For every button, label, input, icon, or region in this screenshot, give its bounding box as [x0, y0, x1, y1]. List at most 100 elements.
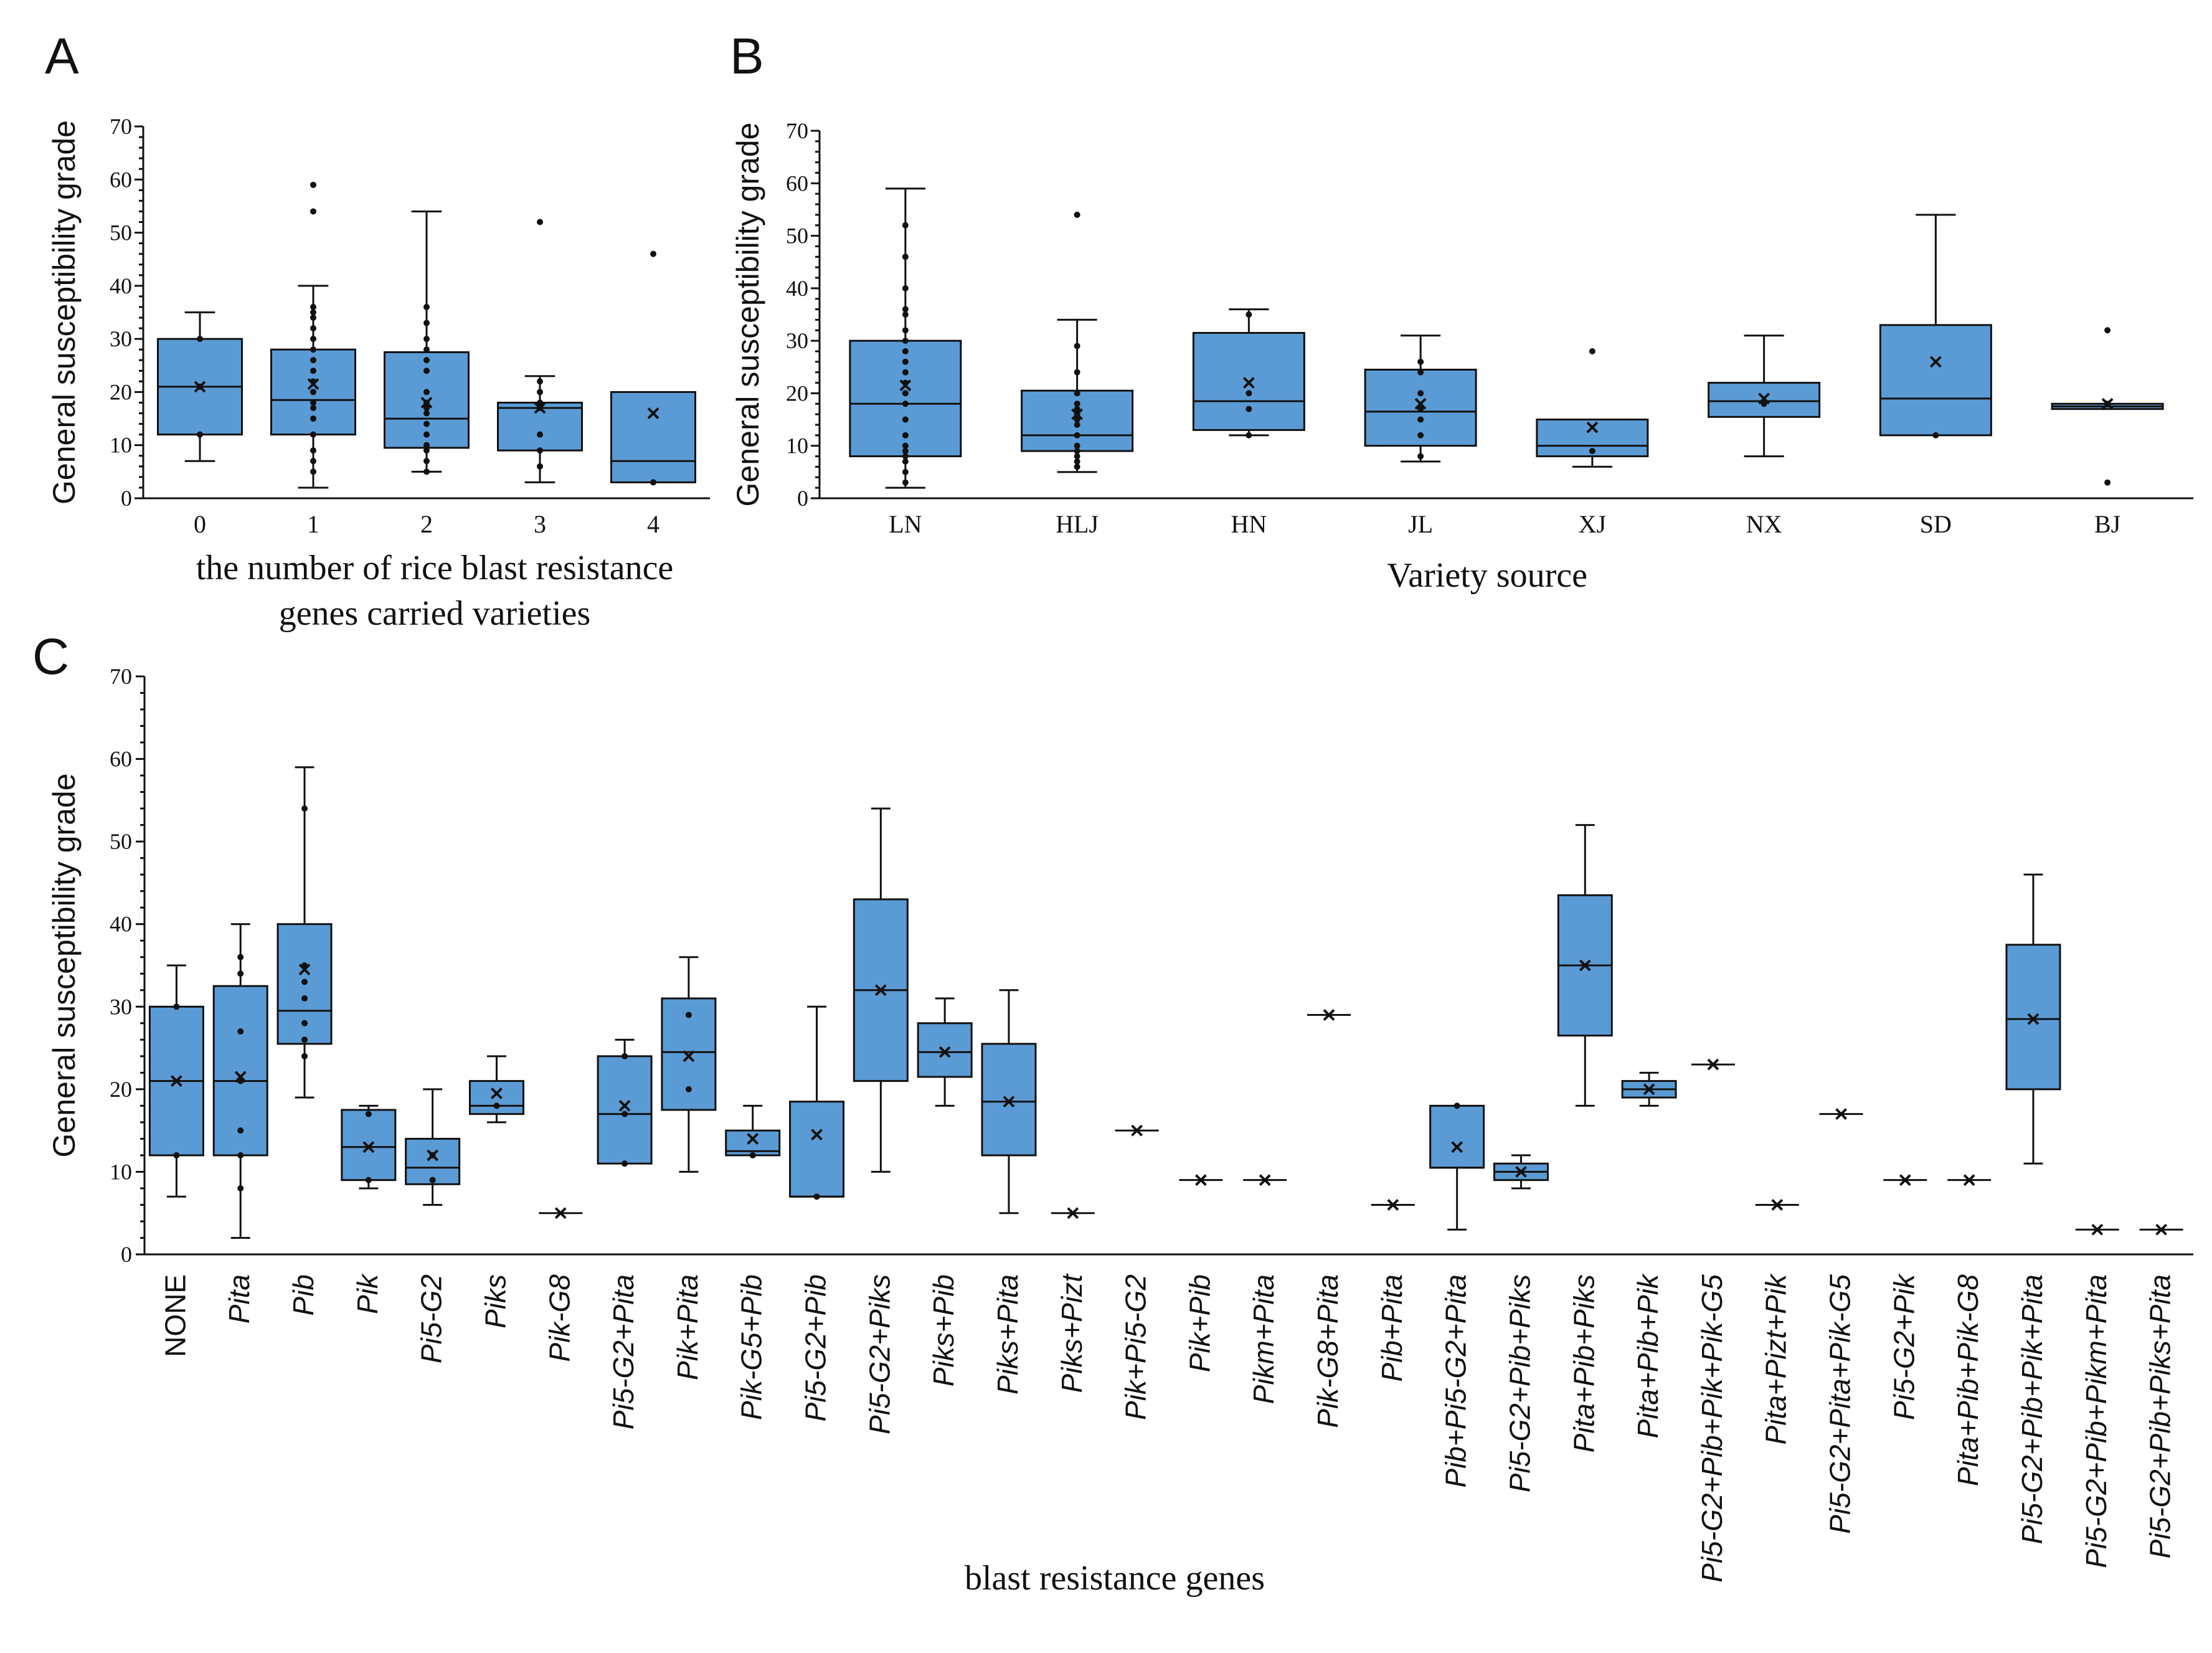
mean-marker: [1929, 356, 1942, 368]
data-point: [537, 463, 543, 470]
x-category-label: Pik+Pib: [1183, 1274, 1216, 1372]
data-point: [365, 1111, 372, 1117]
mean-marker-stroke: [1586, 421, 1599, 433]
data-point: [1074, 453, 1080, 460]
data-point: [237, 970, 244, 977]
y-tick-label: 50: [110, 220, 132, 245]
data-point: [1074, 432, 1080, 438]
data-point: [423, 431, 430, 438]
x-category-label: Pik-G5+Pib: [735, 1274, 768, 1420]
data-point: [1074, 458, 1080, 465]
mean-marker-stroke: [1194, 1174, 1207, 1186]
x-category-label: Pi5-G2+Pik: [1888, 1273, 1920, 1420]
mean-marker: [1259, 1174, 1271, 1186]
box-pi5-g2-pik: [1883, 1174, 1927, 1186]
mean-marker: [747, 1132, 759, 1145]
x-category-label: 2: [420, 510, 433, 538]
x-category-label: SD: [1920, 510, 1952, 538]
panel-letter-a: A: [45, 28, 79, 85]
data-point: [423, 447, 430, 454]
y-tick-label: 50: [110, 829, 132, 854]
data-point: [310, 315, 316, 321]
box-pik-g5-pib: [725, 1104, 781, 1158]
mean-marker: [1707, 1058, 1719, 1071]
mean-marker: [534, 402, 546, 414]
x-category-label: Piks+Pita: [991, 1274, 1024, 1395]
data-point: [650, 479, 656, 486]
mean-marker: [1899, 1174, 1911, 1186]
y-tick-label: 40: [786, 276, 808, 301]
data-point: [537, 219, 543, 225]
x-category-label: 3: [534, 510, 546, 538]
y-tick-label: 30: [110, 326, 132, 351]
panel-c: C 0 10 20 30 40 50 60 70 General susceptibility g…: [32, 628, 2193, 1598]
data-point: [902, 448, 909, 455]
data-point: [301, 1020, 308, 1026]
y-tick-label: 20: [110, 1077, 132, 1102]
data-point: [1417, 358, 1424, 365]
mean-marker-stroke: [1707, 1058, 1719, 1071]
mean-marker-stroke: [298, 964, 311, 976]
panel-letter-c: C: [32, 628, 69, 685]
data-point: [537, 447, 543, 454]
x-category-label: JL: [1408, 510, 1433, 538]
y-tick-label: 50: [786, 224, 808, 249]
y-axis-label: General susceptibility grade: [47, 120, 82, 504]
box-piks-pib: [917, 997, 973, 1107]
data-point: [902, 479, 909, 486]
x-category-label: Pi5-G2+Pib+Pik+Pik-G5: [1696, 1274, 1728, 1583]
data-point: [902, 458, 909, 465]
x-category-label: Pik+Pita: [671, 1274, 704, 1380]
mean-marker: [1771, 1199, 1784, 1211]
mean-marker: [307, 378, 319, 391]
data-point: [423, 410, 430, 417]
data-point: [310, 447, 316, 454]
data-point: [301, 1036, 308, 1043]
y-tick-label: 10: [110, 1159, 132, 1184]
data-point: [423, 420, 430, 427]
mean-marker: [420, 397, 433, 409]
box-pi5-g2-pib-pik-pik-g5: [1691, 1058, 1735, 1071]
data-point: [749, 1152, 756, 1158]
mean-marker-stroke: [234, 1071, 247, 1083]
data-point: [310, 468, 316, 475]
data-point: [310, 346, 316, 353]
box-pita-pib-pik: [1621, 1071, 1677, 1107]
mean-marker: [1387, 1199, 1399, 1211]
mean-marker: [1579, 959, 1591, 972]
data-point: [537, 389, 543, 395]
mean-marker: [2155, 1223, 2168, 1236]
x-category-label: Pi5-G2+Pib+Pik+Pita: [2016, 1274, 2048, 1544]
mean-marker: [194, 381, 206, 393]
data-point: [902, 327, 909, 334]
x-category-label: Pita+Pib+Pik-G8: [1952, 1274, 1984, 1486]
box-pib-pi5-g2-pita: [1429, 1102, 1485, 1231]
mean-marker: [1242, 377, 1255, 389]
box-2: [384, 210, 470, 475]
mean-marker-stroke: [1003, 1096, 1015, 1108]
mean-marker: [1586, 421, 1599, 433]
x-axis-label: the number of rice blast resistance: [196, 549, 674, 587]
mean-marker: [1835, 1108, 1847, 1120]
y-tick-label: 0: [121, 1242, 132, 1267]
box-pib: [276, 766, 333, 1099]
box-pita-pib-pik-g8: [1947, 1174, 1992, 1186]
x-category-label: 4: [647, 510, 659, 538]
x-category-label: Pik-G8+Pita: [1312, 1274, 1344, 1428]
data-point: [1074, 442, 1080, 449]
y-tick-label: 70: [110, 114, 132, 139]
data-point: [622, 1160, 628, 1167]
data-point: [423, 320, 430, 326]
box-4: [610, 250, 696, 486]
data-point: [237, 954, 244, 960]
data-point: [902, 222, 909, 229]
y-axis-label: General susceptibility grade: [47, 774, 82, 1158]
data-point: [2104, 479, 2111, 486]
mean-marker-stroke: [1835, 1108, 1847, 1120]
data-point: [423, 458, 430, 465]
x-category-label: Pi5-G2+Pita: [607, 1274, 640, 1429]
data-point: [1761, 400, 1767, 407]
data-point: [2104, 327, 2111, 334]
y-tick-label: 20: [110, 379, 132, 404]
